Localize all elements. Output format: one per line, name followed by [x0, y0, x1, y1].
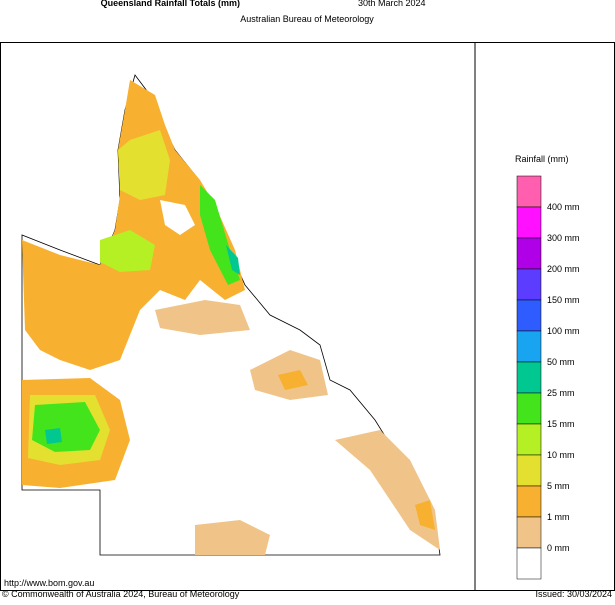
legend-label: 50 mm: [547, 357, 575, 367]
legend-swatch: [516, 454, 542, 487]
date: 30th March 2024: [358, 0, 426, 8]
legend-label: 400 mm: [547, 202, 580, 212]
url: http://www.bom.gov.au: [4, 578, 94, 588]
subtitle: Australian Bureau of Meteorology: [240, 14, 374, 24]
legend-label: 150 mm: [547, 295, 580, 305]
legend-label: 300 mm: [547, 233, 580, 243]
legend-swatch: [516, 237, 542, 270]
legend-title: Rainfall (mm): [515, 154, 569, 164]
legend-label: 0 mm: [547, 543, 570, 553]
legend-swatch: [516, 392, 542, 425]
legend-label: 25 mm: [547, 388, 575, 398]
legend-label: 15 mm: [547, 419, 575, 429]
legend-swatch: [516, 423, 542, 456]
legend-swatch: [516, 330, 542, 363]
legend-label: 10 mm: [547, 450, 575, 460]
legend-label: 5 mm: [547, 481, 570, 491]
legend-label: 1 mm: [547, 512, 570, 522]
legend-swatch: [516, 175, 542, 208]
legend-swatch: [516, 516, 542, 549]
legend-swatch: [516, 547, 542, 580]
legend-label: 100 mm: [547, 326, 580, 336]
legend-swatch: [516, 299, 542, 332]
legend-swatch: [516, 485, 542, 518]
legend-label: 200 mm: [547, 264, 580, 274]
legend: 400 mm 300 mm 200 mm 150 mm 100 mm 50 mm 25 mm…: [516, 175, 580, 580]
title: Queensland Rainfall Totals (mm): [101, 0, 240, 8]
legend-swatch: [516, 361, 542, 394]
legend-swatch: [516, 206, 542, 239]
copyright: © Commonwealth of Australia 2024, Bureau…: [2, 589, 240, 599]
issued: Issued: 30/03/2024: [535, 589, 612, 599]
state-map: [21, 74, 441, 556]
legend-swatch: [516, 268, 542, 301]
